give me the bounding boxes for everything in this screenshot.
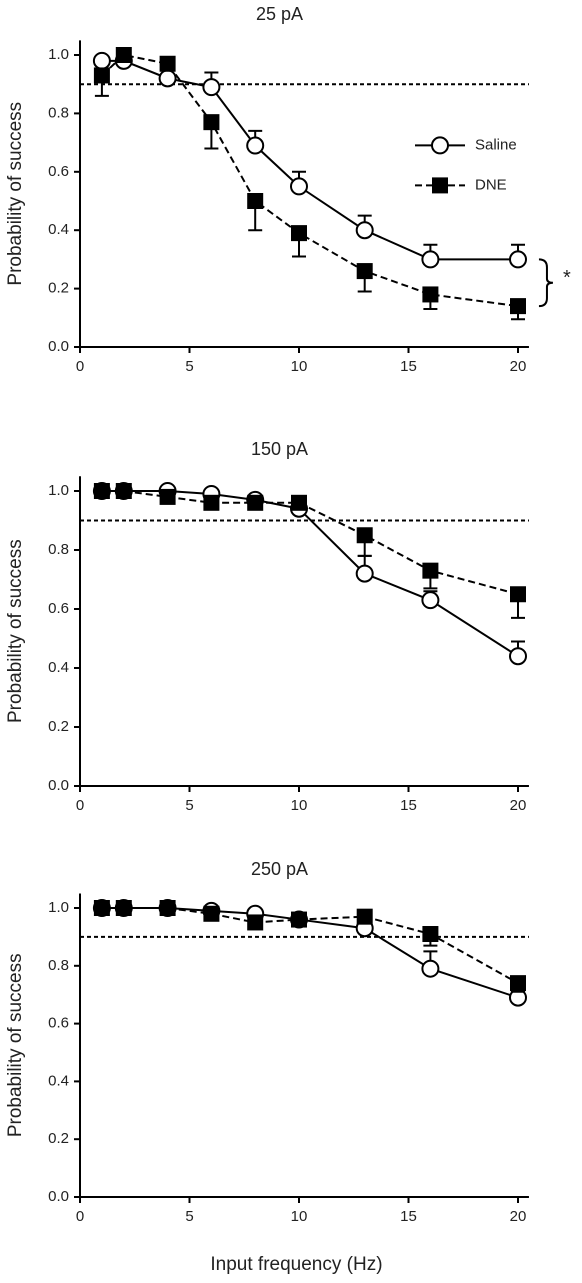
data-point (421, 250, 440, 269)
x-tick-label: 0 (76, 358, 84, 375)
data-point (510, 298, 526, 315)
y-axis-label: Probability of success (5, 953, 26, 1137)
data-point (247, 193, 264, 209)
panel-title: 25 pA (256, 4, 303, 24)
data-point (290, 177, 308, 196)
legend-marker (431, 136, 449, 155)
y-tick-label: 1.0 (48, 482, 69, 499)
x-tick-label: 20 (510, 797, 527, 814)
data-point (202, 78, 221, 97)
y-tick-label: 0.6 (48, 163, 69, 180)
data-point (291, 225, 307, 242)
x-tick-label: 20 (510, 1208, 527, 1225)
data-point (246, 136, 265, 155)
data-point (355, 221, 374, 240)
series-line (101, 53, 519, 308)
legend-marker (432, 177, 448, 194)
data-point (509, 250, 527, 269)
x-tick-label: 15 (400, 797, 417, 814)
data-point (93, 900, 110, 916)
series-line (101, 490, 519, 658)
panel-title: 250 pA (251, 859, 308, 879)
x-tick-label: 0 (76, 1208, 84, 1225)
data-point (115, 900, 132, 916)
data-point (356, 527, 373, 544)
y-tick-label: 0.4 (48, 1072, 69, 1089)
data-point (421, 959, 440, 978)
y-tick-label: 0.0 (48, 777, 69, 794)
panel: 25 pA Probability of success 0.0 0.2 0.4 0.6 0… (5, 4, 571, 375)
series-line (101, 907, 519, 985)
data-point (291, 494, 307, 511)
y-tick-label: 0.2 (48, 280, 69, 297)
x-tick-label: 10 (291, 797, 308, 814)
y-axis-label: Probability of success (5, 539, 26, 723)
y-tick-label: 0.8 (48, 104, 69, 121)
data-point (93, 483, 110, 499)
x-tick-label: 5 (185, 797, 193, 814)
data-point (203, 905, 220, 922)
y-tick-label: 0.4 (48, 659, 69, 676)
data-point (421, 591, 440, 610)
x-tick-label: 5 (185, 1208, 193, 1225)
brace (538, 258, 553, 308)
data-point (422, 286, 439, 303)
data-point (203, 114, 220, 131)
x-tick-label: 15 (400, 358, 417, 375)
data-point (510, 586, 526, 603)
data-point (159, 55, 176, 72)
significance-marker: * (563, 267, 571, 289)
panel: 250 pA Probability of success Input freque… (5, 859, 529, 1275)
data-point (510, 975, 526, 992)
y-tick-label: 0.6 (48, 1015, 69, 1032)
y-tick-label: 0.8 (48, 957, 69, 974)
y-tick-label: 1.0 (48, 46, 69, 63)
y-tick-label: 0.8 (48, 541, 69, 558)
x-tick-label: 0 (76, 797, 84, 814)
data-point (247, 914, 264, 931)
y-tick-label: 1.0 (48, 899, 69, 916)
data-point (247, 494, 264, 511)
data-point (422, 926, 439, 943)
legend-label: Saline (475, 136, 517, 153)
data-point (158, 69, 177, 88)
data-point (356, 908, 373, 925)
data-point (159, 900, 176, 916)
data-point (159, 488, 176, 505)
data-point (92, 51, 111, 70)
y-tick-label: 0.0 (48, 1188, 69, 1205)
legend-label: DNE (475, 176, 507, 193)
data-point (422, 562, 439, 579)
x-tick-label: 5 (185, 358, 193, 375)
x-tick-label: 10 (291, 1208, 308, 1225)
y-tick-label: 0.6 (48, 600, 69, 617)
data-point (203, 494, 220, 511)
x-axis-label: Input frequency (Hz) (210, 1254, 382, 1275)
x-tick-label: 15 (400, 1208, 417, 1225)
series-line (101, 907, 519, 999)
y-tick-label: 0.0 (48, 338, 69, 355)
y-tick-label: 0.4 (48, 221, 69, 238)
data-point (356, 263, 373, 280)
x-tick-label: 20 (510, 358, 527, 375)
data-point (93, 67, 110, 84)
x-tick-label: 10 (291, 358, 308, 375)
panel: 150 pA Probability of success 0.0 0.2 0.4 0.6… (5, 439, 529, 814)
data-point (115, 47, 132, 63)
panel-title: 150 pA (251, 439, 308, 459)
series-line (101, 490, 519, 596)
data-point (509, 647, 527, 666)
data-point (355, 564, 374, 583)
y-tick-label: 0.2 (48, 718, 69, 735)
y-tick-label: 0.2 (48, 1130, 69, 1147)
y-axis-label: Probability of success (5, 102, 26, 286)
data-point (291, 911, 307, 928)
data-point (115, 483, 132, 499)
series-line (101, 59, 518, 261)
